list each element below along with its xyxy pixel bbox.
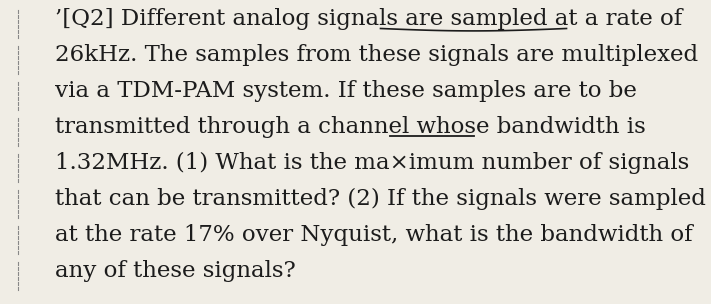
Text: transmitted through a channel whose bandwidth is: transmitted through a channel whose band…	[55, 116, 646, 138]
Text: ’[Q2] Different analog signals are sampled at a rate of: ’[Q2] Different analog signals are sampl…	[55, 8, 683, 30]
Text: via a TDM-PAM system. If these samples are to be: via a TDM-PAM system. If these samples a…	[55, 80, 637, 102]
Text: any of these signals?: any of these signals?	[55, 260, 296, 282]
Text: 26kHz. The samples from these signals are multiplexed: 26kHz. The samples from these signals ar…	[55, 44, 698, 66]
Text: that can be transmitted? (2) If the signals were sampled: that can be transmitted? (2) If the sign…	[55, 188, 706, 210]
Text: at the rate 17% over Nyquist, what is the bandwidth of: at the rate 17% over Nyquist, what is th…	[55, 224, 693, 246]
Text: 1.32MHz. (1) What is the ma×imum number of signals: 1.32MHz. (1) What is the ma×imum number …	[55, 152, 689, 174]
